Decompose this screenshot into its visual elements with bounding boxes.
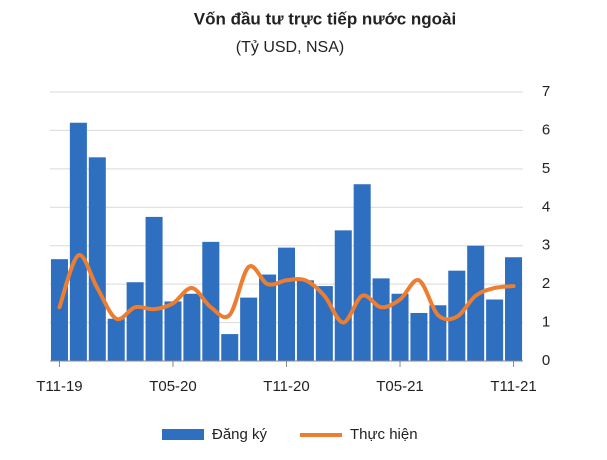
bar [69, 122, 87, 361]
bar [126, 282, 144, 361]
bar [259, 274, 277, 361]
bar [221, 334, 239, 361]
bar [505, 257, 523, 361]
y-tick-label: 1 [542, 314, 550, 331]
bar [88, 157, 106, 361]
legend-label: Đăng ký [212, 426, 268, 443]
bar [50, 259, 68, 361]
bar [183, 293, 201, 361]
bar [391, 293, 409, 361]
bar [240, 297, 258, 361]
legend-label: Thực hiện [350, 426, 418, 443]
x-tick-label: T11-19 [36, 378, 82, 395]
bar [164, 301, 182, 361]
bar [372, 278, 390, 361]
bar [145, 216, 163, 361]
bar [277, 247, 296, 361]
y-tick-label: 0 [542, 352, 550, 369]
bar [107, 318, 125, 361]
y-tick-label: 7 [542, 83, 550, 100]
bar [353, 184, 371, 361]
line [57, 253, 516, 325]
bar [334, 230, 352, 361]
bar [296, 280, 314, 361]
x-tick-label: T11-21 [490, 378, 536, 395]
legend-swatch [162, 429, 204, 440]
y-tick-label: 3 [542, 237, 550, 254]
x-tick-label: T11-20 [263, 378, 309, 395]
chart-title: Vốn đầu tư trực tiếp nước ngoài [194, 9, 456, 28]
y-tick-label: 4 [542, 198, 550, 215]
bar [202, 241, 220, 361]
y-tick-label: 2 [542, 275, 550, 292]
bar [467, 245, 485, 361]
y-tick-label: 6 [542, 121, 550, 138]
y-tick-label: 5 [542, 160, 550, 177]
chart-subtitle: (Tỷ USD, NSA) [236, 39, 344, 56]
bar [486, 299, 504, 361]
x-tick-label: T05-21 [376, 378, 424, 395]
x-tick-label: T05-20 [149, 378, 197, 395]
bar [410, 312, 428, 361]
